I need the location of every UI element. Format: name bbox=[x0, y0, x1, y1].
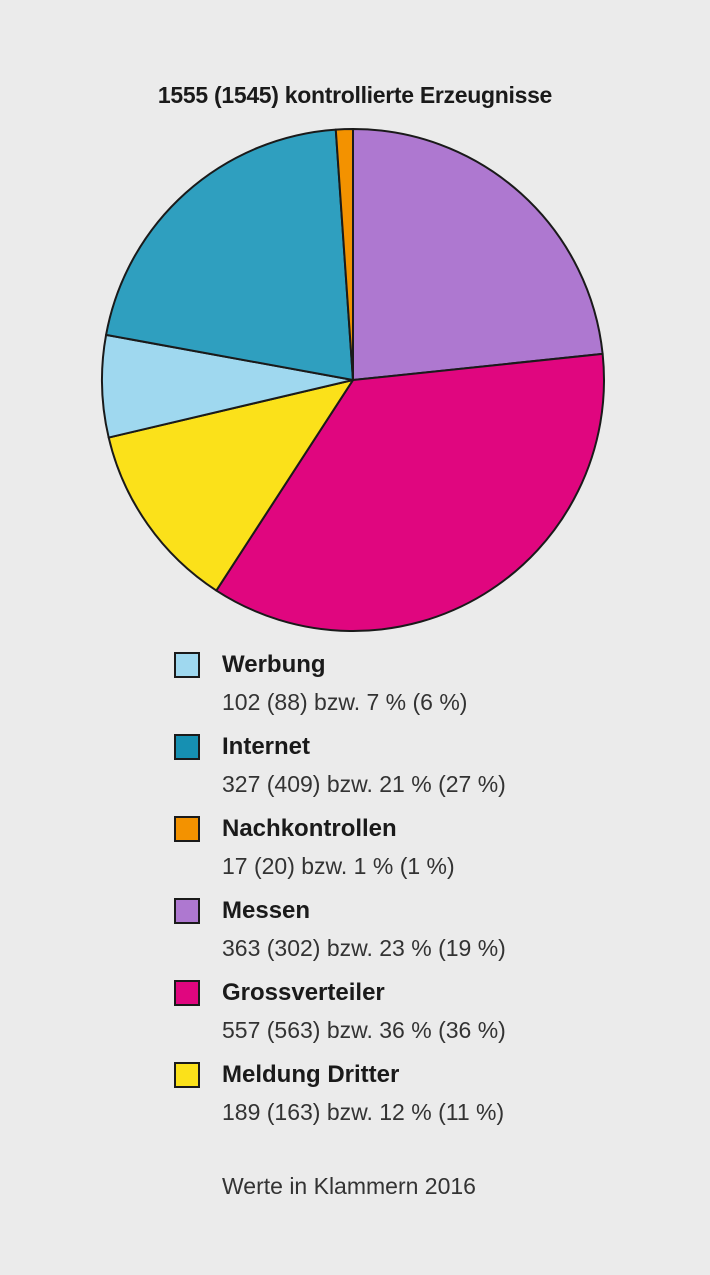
legend-value: 327 (409) bzw. 21 % (27 %) bbox=[222, 771, 506, 797]
legend-item-internet: Internet 327 (409) bzw. 21 % (27 %) bbox=[174, 730, 674, 812]
legend-label: Internet bbox=[222, 733, 311, 760]
legend-item-werbung: Werbung 102 (88) bzw. 7 % (6 %) bbox=[174, 648, 674, 730]
legend-text: Meldung Dritter 189 (163) bzw. 12 % (11 %… bbox=[222, 1058, 504, 1132]
legend-text: Internet 327 (409) bzw. 21 % (27 %) bbox=[222, 730, 506, 804]
legend-text: Nachkontrollen 17 (20) bzw. 1 % (1 %) bbox=[222, 812, 455, 886]
legend-item-meldung-dritter: Meldung Dritter 189 (163) bzw. 12 % (11 %… bbox=[174, 1058, 674, 1140]
legend-value: 189 (163) bzw. 12 % (11 %) bbox=[222, 1099, 505, 1125]
legend-label: Meldung Dritter bbox=[222, 1061, 400, 1088]
legend-value: 363 (302) bzw. 23 % (19 %) bbox=[222, 935, 506, 961]
pie-slice-grossverteiler bbox=[215, 352, 606, 632]
pie-slice-nachkontrollen bbox=[334, 128, 354, 381]
legend-label: Werbung bbox=[222, 651, 326, 678]
legend-text: Messen 363 (302) bzw. 23 % (19 %) bbox=[222, 894, 506, 968]
legend-item-messen: Messen 363 (302) bzw. 23 % (19 %) bbox=[174, 894, 674, 976]
legend-swatch bbox=[174, 1062, 200, 1088]
legend-value: 102 (88) bzw. 7 % (6 %) bbox=[222, 689, 468, 715]
pie-chart bbox=[101, 128, 606, 632]
pie-slice-messen bbox=[352, 128, 604, 381]
legend-swatch bbox=[174, 980, 200, 1006]
legend: Werbung 102 (88) bzw. 7 % (6 %) Internet 32… bbox=[174, 648, 674, 1140]
legend-swatch bbox=[174, 898, 200, 924]
legend-swatch bbox=[174, 652, 200, 678]
legend-value: 557 (563) bzw. 36 % (36 %) bbox=[222, 1017, 506, 1043]
pie-slice-meldung-dritter bbox=[107, 379, 354, 592]
legend-label: Nachkontrollen bbox=[222, 815, 397, 842]
legend-value: 17 (20) bzw. 1 % (1 %) bbox=[222, 853, 455, 879]
legend-label: Messen bbox=[222, 897, 311, 924]
footnote: Werte in Klammern 2016 bbox=[222, 1173, 476, 1199]
pie-slice-internet bbox=[105, 128, 354, 381]
legend-swatch bbox=[174, 734, 200, 760]
legend-text: Grossverteiler 557 (563) bzw. 36 % (36 %) bbox=[222, 976, 506, 1050]
legend-item-nachkontrollen: Nachkontrollen 17 (20) bzw. 1 % (1 %) bbox=[174, 812, 674, 894]
legend-text: Werbung 102 (88) bzw. 7 % (6 %) bbox=[222, 648, 467, 722]
legend-item-grossverteiler: Grossverteiler 557 (563) bzw. 36 % (36 %) bbox=[174, 976, 674, 1058]
legend-label: Grossverteiler bbox=[222, 979, 385, 1006]
legend-swatch bbox=[174, 816, 200, 842]
chart-title: 1555 (1545) kontrollierte Erzeugnisse bbox=[157, 82, 553, 108]
